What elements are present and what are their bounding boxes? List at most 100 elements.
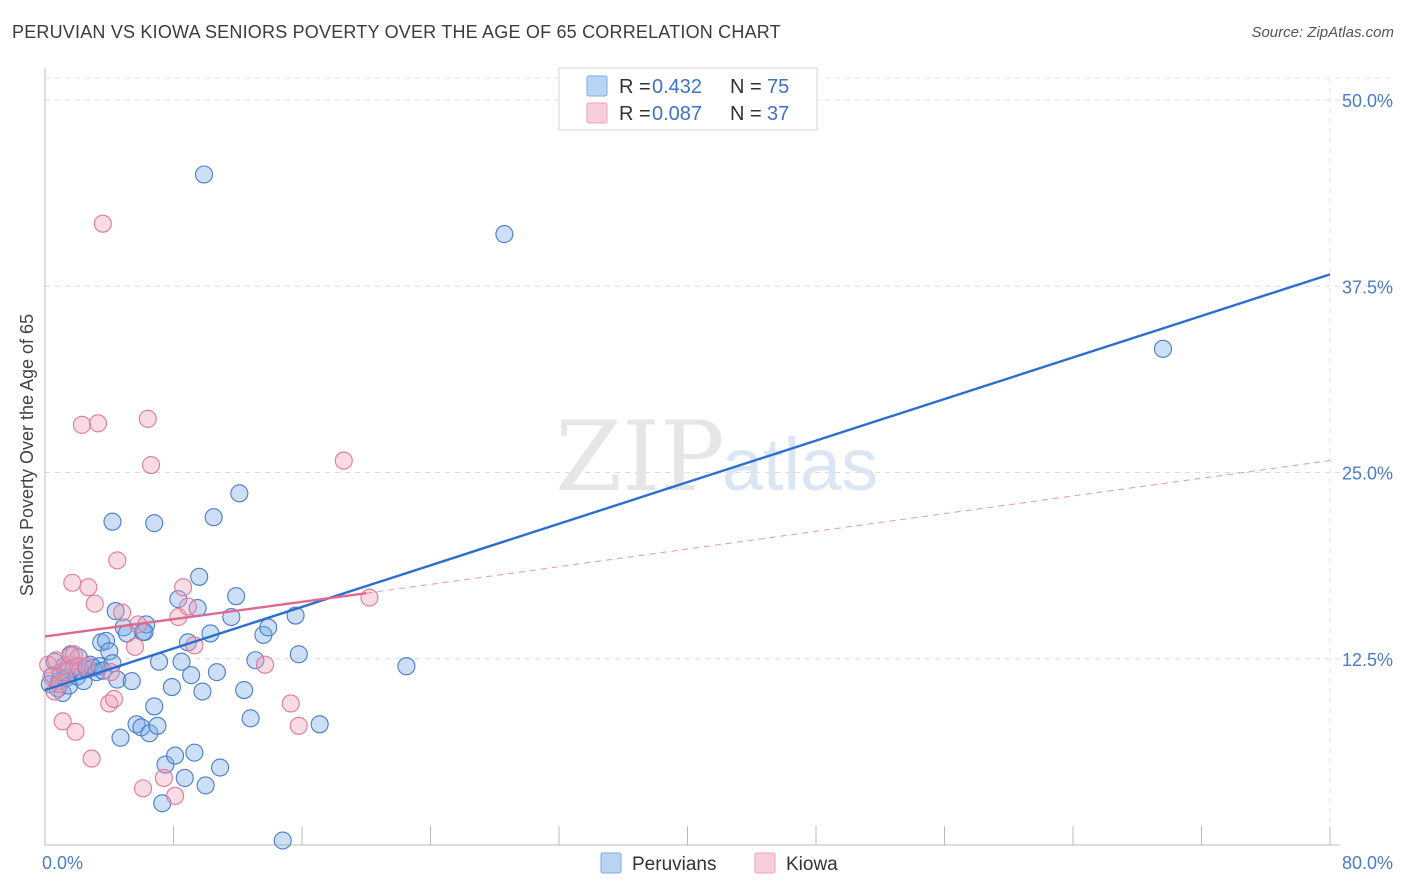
point-peruvians-37: [145, 697, 164, 716]
point-peruvians-76: [1153, 339, 1172, 358]
point-kiowa-31: [174, 578, 193, 597]
point-peruvians-24: [100, 642, 119, 661]
point-kiowa-23: [108, 551, 127, 570]
point-peruvians-38: [148, 716, 167, 735]
legend-r-label-1: R =: [619, 103, 651, 125]
point-peruvians-56: [211, 758, 230, 777]
point-peruvians-49: [185, 743, 204, 762]
bottom-legend-swatch-0: [600, 852, 622, 874]
point-kiowa-7: [60, 655, 79, 674]
y-tick-label-0: 12.5%: [1342, 650, 1393, 670]
point-kiowa-40: [154, 768, 173, 788]
legend-swatch-1: [586, 102, 608, 124]
point-kiowa-22: [105, 689, 124, 709]
legend-n-label-0: N =: [730, 76, 762, 98]
trend-extension-kiowa: [366, 460, 1331, 594]
point-peruvians-58: [227, 587, 246, 606]
point-peruvians-71: [273, 831, 292, 850]
legend-n-value-0: 75: [767, 76, 789, 98]
gridlines: [45, 77, 1390, 845]
point-peruvians-75: [495, 225, 514, 244]
watermark-zip: ZIP: [555, 401, 724, 513]
point-kiowa-27: [133, 779, 153, 798]
x-tick-label-0: 0.0%: [42, 853, 83, 873]
point-peruvians-54: [204, 508, 223, 527]
legend-r-value-0: 0.432: [652, 76, 702, 98]
point-peruvians-32: [127, 715, 146, 734]
chart-title: PERUVIAN VS KIOWA SENIORS POVERTY OVER T…: [12, 22, 781, 42]
point-kiowa-35: [281, 694, 300, 713]
point-kiowa-29: [141, 455, 161, 475]
point-kiowa-11: [66, 722, 85, 741]
point-kiowa-25: [125, 637, 144, 656]
point-kiowa-17: [85, 594, 104, 613]
point-peruvians-66: [103, 512, 122, 531]
point-peruvians-73: [397, 657, 416, 676]
point-peruvians-70: [289, 645, 308, 664]
point-peruvians-61: [241, 709, 260, 728]
legend-n-label-1: N =: [730, 103, 762, 125]
point-peruvians-48: [182, 666, 201, 685]
point-kiowa-19: [93, 214, 112, 233]
point-peruvians-43: [166, 746, 185, 765]
trend-line-kiowa: [44, 592, 367, 638]
legend-n-value-1: 37: [767, 103, 789, 125]
point-kiowa-28: [138, 409, 157, 428]
point-peruvians-45: [172, 652, 191, 671]
point-kiowa-38: [334, 451, 353, 470]
point-kiowa-37: [360, 588, 379, 607]
point-peruvians-23: [96, 631, 116, 650]
point-kiowa-18: [88, 414, 108, 433]
point-peruvians-65: [190, 567, 209, 586]
point-peruvians-28: [111, 728, 130, 747]
point-peruvians-26: [106, 602, 125, 621]
point-kiowa-34: [256, 655, 275, 674]
y-axis-label: Seniors Poverty Over the Age of 65: [17, 314, 37, 596]
y-tick-label-2: 37.5%: [1342, 277, 1393, 297]
trend-line-peruvians: [44, 273, 1331, 692]
point-peruvians-72: [310, 715, 329, 734]
chart-source: Source: ZipAtlas.com: [1251, 24, 1394, 41]
point-peruvians-60: [235, 680, 254, 700]
point-peruvians-46: [175, 768, 194, 788]
bottom-legend-label-0: Peruvians: [632, 854, 717, 875]
y-tick-label-3: 50.0%: [1342, 91, 1393, 111]
bottom-legend-label-1: Kiowa: [786, 854, 838, 875]
legend: R = 0.432 N = 75 R = 0.087 N = 37: [558, 67, 818, 131]
y-tick-label-1: 25.0%: [1342, 464, 1393, 484]
point-peruvians-31: [122, 672, 141, 691]
point-peruvians-27: [108, 670, 127, 689]
point-kiowa-36: [289, 716, 308, 735]
point-peruvians-64: [145, 514, 164, 533]
point-peruvians-68: [259, 618, 278, 637]
bottom-legend-swatch-1: [754, 852, 776, 874]
x-tick-label-1: 80.0%: [1342, 853, 1393, 873]
point-peruvians-42: [162, 678, 181, 697]
point-kiowa-9: [63, 573, 82, 592]
legend-r-label-0: R =: [619, 76, 651, 98]
legend-r-value-1: 0.087: [652, 103, 702, 125]
point-kiowa-14: [77, 657, 96, 676]
point-peruvians-74: [194, 165, 214, 184]
point-kiowa-24: [113, 603, 132, 622]
tick-labels: 12.5% 25.0% 37.5% 50.0% 0.0% 80.0% Seniors Pov…: [17, 91, 1393, 873]
bottom-legend: Peruvians Kiowa: [600, 852, 838, 875]
point-kiowa-39: [166, 786, 185, 805]
point-kiowa-16: [82, 749, 101, 768]
axes: [44, 68, 1340, 846]
point-peruvians-55: [207, 663, 226, 682]
point-kiowa-15: [79, 578, 98, 597]
point-peruvians-59: [230, 484, 249, 503]
point-peruvians-52: [196, 776, 215, 795]
point-peruvians-51: [193, 682, 212, 701]
watermark-atlas: atlas: [722, 423, 878, 506]
point-peruvians-44: [169, 590, 188, 609]
trend-lines: [44, 273, 1331, 692]
point-kiowa-10: [64, 645, 83, 664]
point-kiowa-5: [53, 712, 72, 731]
point-peruvians-62: [246, 651, 265, 670]
point-kiowa-13: [72, 415, 91, 434]
legend-swatch-0: [586, 75, 608, 97]
